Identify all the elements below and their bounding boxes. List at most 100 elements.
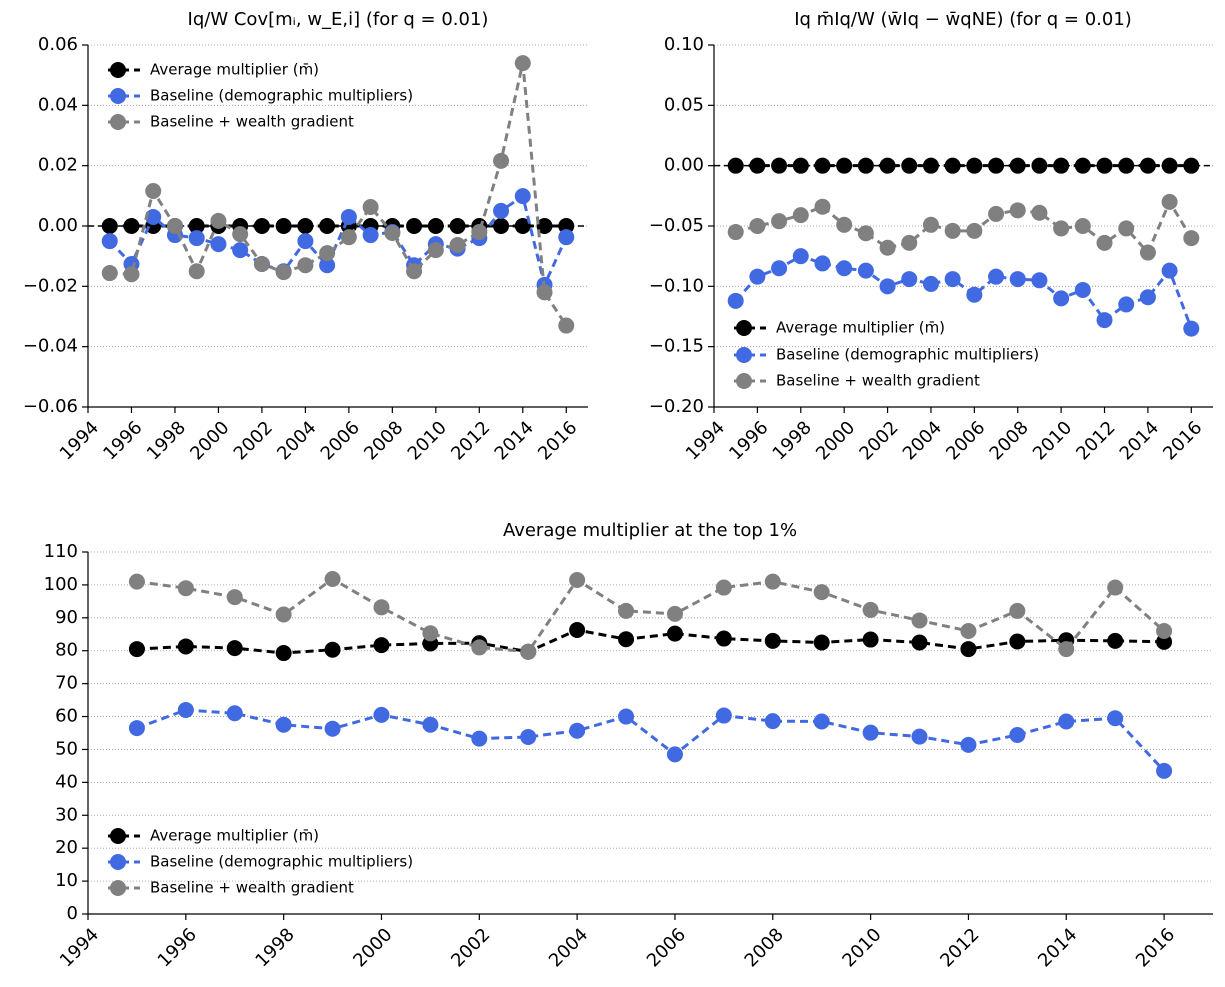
- x-tick-label: 2008: [741, 924, 788, 971]
- data-point: [514, 55, 531, 72]
- data-point: [123, 218, 140, 234]
- data-point: [536, 284, 553, 301]
- data-point: [792, 207, 809, 224]
- x-tick-label: 2002: [230, 417, 277, 464]
- data-point: [1074, 218, 1091, 234]
- y-tick-label: 60: [55, 706, 78, 727]
- data-point: [862, 724, 879, 741]
- data-point: [764, 632, 781, 649]
- x-tick-label: 2004: [545, 924, 592, 971]
- y-tick-label: 40: [55, 771, 78, 792]
- data-point: [1009, 633, 1026, 650]
- y-tick-label: 10: [55, 870, 78, 891]
- data-point: [988, 157, 1005, 174]
- data-point: [1009, 202, 1026, 219]
- data-point: [188, 230, 205, 247]
- data-point: [128, 720, 145, 737]
- data-point: [275, 716, 292, 733]
- data-point: [275, 645, 292, 662]
- data-point: [911, 634, 928, 651]
- series-line: [136, 708, 1166, 772]
- data-point: [879, 157, 896, 174]
- data-point: [422, 716, 439, 733]
- x-tick-label: 2010: [1029, 417, 1076, 464]
- data-point: [422, 625, 439, 642]
- x-tick-label: 1998: [251, 924, 298, 971]
- y-tick-label: 0.05: [664, 94, 704, 115]
- y-tick-label: −0.05: [649, 215, 704, 236]
- data-point: [857, 225, 874, 242]
- x-tick-label: 2002: [855, 417, 902, 464]
- data-point: [966, 286, 983, 303]
- y-tick-label: 80: [55, 640, 78, 661]
- data-point: [188, 218, 205, 234]
- x-tick-label: 2012: [1072, 417, 1119, 464]
- y-tick-label: 70: [55, 673, 78, 694]
- data-point: [1096, 312, 1113, 329]
- y-tick-label: 30: [55, 804, 78, 825]
- x-tick-label: 1998: [143, 417, 190, 464]
- data-point: [1009, 157, 1026, 174]
- data-point: [814, 198, 831, 215]
- data-point: [836, 157, 853, 174]
- x-tick-label: 1994: [682, 417, 729, 464]
- legend: Average multiplier (m̄) Baseline (demogra…: [734, 319, 1039, 390]
- data-point: [514, 218, 531, 234]
- legend-label: Baseline (demographic multipliers): [150, 87, 413, 105]
- legend-marker: [736, 373, 752, 389]
- data-point: [427, 218, 444, 234]
- x-tick-label: 2008: [986, 417, 1033, 464]
- data-point: [727, 292, 744, 309]
- data-point: [1118, 157, 1135, 174]
- data-point: [1053, 220, 1070, 237]
- x-tick-label: 2004: [273, 417, 320, 464]
- data-point: [879, 278, 896, 295]
- legend-label: Baseline + wealth gradient: [776, 372, 980, 390]
- x-tick-label: 2006: [942, 417, 989, 464]
- subplot: Iq m̄Iq/W (w̄Iq − w̄qNE) (for q = 0.01) −…: [649, 9, 1213, 464]
- data-point: [814, 255, 831, 272]
- data-point: [618, 708, 635, 725]
- data-point: [471, 730, 488, 747]
- data-point: [1139, 289, 1156, 306]
- series-line: [734, 254, 1193, 330]
- data-point: [966, 222, 983, 239]
- data-point: [340, 208, 357, 225]
- data-point: [618, 631, 635, 648]
- y-tick-label: −0.06: [23, 396, 78, 417]
- data-point: [384, 224, 401, 241]
- legend-label: Baseline + wealth gradient: [150, 113, 354, 131]
- data-point: [1183, 230, 1200, 247]
- data-point: [944, 271, 961, 288]
- subplot: Average multiplier at the top 1% 0 10 20 30 4…: [44, 520, 1213, 971]
- x-tick-label: 2000: [186, 417, 233, 464]
- y-tick-label: 90: [55, 607, 78, 628]
- y-tick-label: −0.15: [649, 336, 704, 357]
- data-point: [520, 728, 537, 745]
- chart-title: Iq m̄Iq/W (w̄Iq − w̄qNE) (for q = 0.01): [794, 9, 1132, 30]
- legend-label: Average multiplier (m̄): [150, 827, 319, 845]
- data-point: [960, 736, 977, 753]
- y-tick-label: −0.10: [649, 275, 704, 296]
- data-point: [1161, 262, 1178, 279]
- data-point: [771, 157, 788, 174]
- x-tick-label: 1998: [769, 417, 816, 464]
- series-line: [136, 628, 1165, 655]
- data-point: [101, 265, 118, 282]
- data-point: [558, 317, 575, 334]
- data-point: [922, 157, 939, 174]
- legend-label: Average multiplier (m̄): [150, 61, 319, 79]
- data-point: [177, 701, 194, 718]
- data-point: [814, 157, 831, 174]
- x-tick-label: 2004: [899, 417, 946, 464]
- data-point: [128, 641, 145, 658]
- legend: Average multiplier (m̄) Baseline (demogra…: [108, 827, 413, 897]
- data-point: [960, 622, 977, 639]
- series-line: [136, 577, 1166, 654]
- y-tick-label: 0.04: [38, 94, 78, 115]
- data-point: [862, 601, 879, 618]
- data-point: [813, 584, 830, 601]
- data-point: [427, 242, 444, 259]
- legend-marker: [110, 88, 126, 104]
- x-tick-label: 1994: [56, 924, 103, 971]
